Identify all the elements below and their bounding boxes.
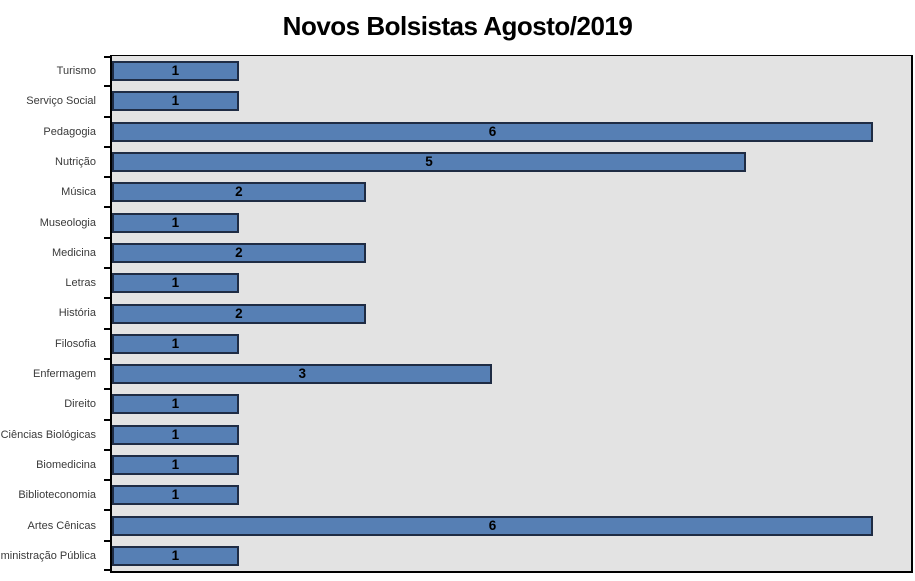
axis-tick bbox=[104, 297, 112, 300]
category-label: Administração Pública bbox=[0, 549, 96, 562]
bar-value-label: 1 bbox=[171, 63, 180, 79]
axis-tick bbox=[104, 357, 112, 360]
category-label: Turismo bbox=[56, 65, 96, 78]
category-label: Enfermagem bbox=[33, 368, 96, 381]
bar-value-label: 6 bbox=[488, 123, 497, 139]
axis-tick bbox=[104, 539, 112, 542]
data-bar: 5 bbox=[112, 152, 747, 173]
bar-value-label: 1 bbox=[171, 426, 180, 442]
axis-tick bbox=[104, 85, 112, 88]
axis-tick bbox=[104, 327, 112, 330]
data-bar: 6 bbox=[112, 515, 873, 536]
category-label: Biblioteconomia bbox=[18, 489, 96, 502]
category-label: Nutrição bbox=[55, 156, 96, 169]
axis-tick bbox=[104, 569, 112, 571]
data-bar: 1 bbox=[112, 545, 239, 566]
data-bar: 6 bbox=[112, 121, 873, 142]
data-bar: 1 bbox=[112, 424, 239, 445]
bar-value-label: 1 bbox=[171, 456, 180, 472]
data-bar: 1 bbox=[112, 212, 239, 233]
data-bar: 1 bbox=[112, 454, 239, 475]
category-label: Direito bbox=[64, 398, 96, 411]
bar-value-label: 2 bbox=[235, 305, 243, 321]
bar-value-label: 2 bbox=[235, 184, 243, 200]
data-bar: 3 bbox=[112, 364, 493, 385]
chart-title: Novos Bolsistas Agosto/2019 bbox=[282, 10, 633, 41]
bar-value-label: 3 bbox=[298, 366, 306, 382]
axis-tick bbox=[104, 479, 112, 482]
axis-tick bbox=[104, 388, 112, 391]
data-bar: 1 bbox=[112, 91, 239, 112]
data-bar: 2 bbox=[112, 242, 366, 263]
category-axis-labels: Turismo Serviço Social Pedagogia Nutrição Mú… bbox=[0, 56, 103, 571]
bar-value-label: 1 bbox=[171, 547, 180, 563]
category-label: Medicina bbox=[51, 246, 96, 259]
bar-value-label: 1 bbox=[171, 487, 180, 503]
bar-value-label: 1 bbox=[171, 93, 180, 109]
category-label: Música bbox=[61, 186, 96, 199]
category-label: Ciências Biológicas bbox=[0, 428, 96, 441]
axis-tick bbox=[104, 448, 112, 451]
axis-tick bbox=[104, 509, 112, 512]
data-bar: 1 bbox=[112, 61, 239, 82]
axis-tick bbox=[104, 206, 112, 209]
data-bar: 1 bbox=[112, 485, 239, 506]
bar-value-label: 1 bbox=[171, 275, 180, 291]
data-bar: 1 bbox=[112, 333, 239, 354]
category-label: História bbox=[58, 307, 96, 320]
axis-tick bbox=[104, 56, 112, 58]
data-bar: 1 bbox=[112, 394, 239, 415]
axis-tick bbox=[104, 236, 112, 239]
bar-value-label: 6 bbox=[488, 517, 497, 533]
category-label: Serviço Social bbox=[26, 95, 96, 108]
category-label: Letras bbox=[65, 277, 96, 290]
axis-tick bbox=[104, 418, 112, 421]
category-label: Artes Cênicas bbox=[27, 519, 96, 532]
data-bar: 1 bbox=[112, 273, 239, 294]
category-label: Museologia bbox=[39, 216, 96, 229]
axis-tick bbox=[104, 145, 112, 148]
bar-value-label: 5 bbox=[425, 154, 433, 170]
axis-tick bbox=[104, 115, 112, 118]
bar-value-label: 1 bbox=[171, 396, 180, 412]
bar-value-label: 2 bbox=[235, 244, 243, 260]
data-bar: 2 bbox=[112, 182, 366, 203]
data-bar: 2 bbox=[112, 303, 366, 324]
category-label: Biomedicina bbox=[36, 458, 96, 471]
bar-value-label: 1 bbox=[171, 335, 180, 351]
axis-tick bbox=[104, 267, 112, 270]
category-label: Pedagogia bbox=[43, 125, 96, 138]
category-label: Filosofia bbox=[55, 337, 96, 350]
bar-value-label: 1 bbox=[171, 214, 180, 230]
axis-tick bbox=[104, 176, 112, 179]
